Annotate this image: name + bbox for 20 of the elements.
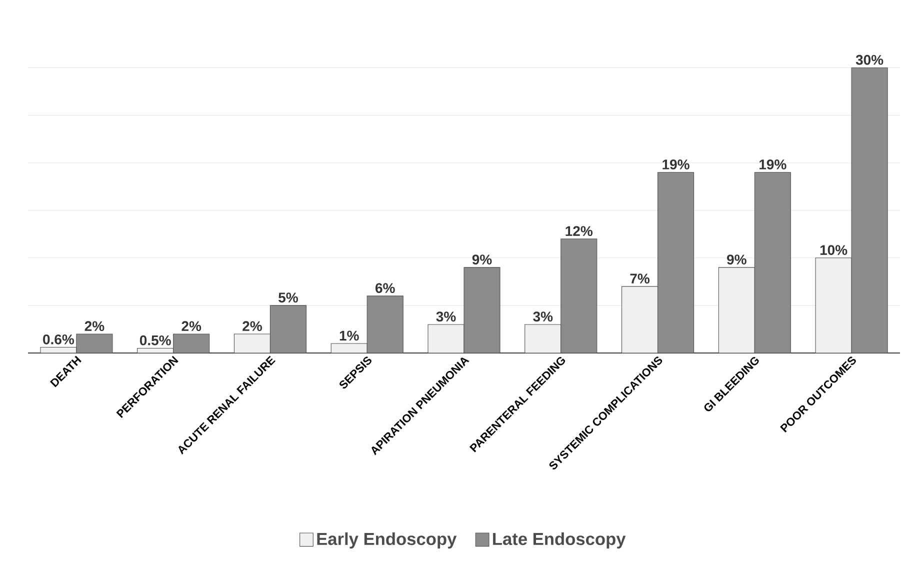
data-label: 3% — [436, 312, 456, 322]
data-label: 12% — [566, 226, 593, 236]
data-label: 9% — [727, 254, 746, 264]
data-label: 2% — [182, 321, 202, 332]
legend-label: Early Endoscopy — [317, 532, 457, 549]
data-label: 9% — [472, 254, 492, 264]
data-label: 1% — [340, 330, 359, 341]
data-label: 2% — [84, 321, 104, 332]
data-label: 3% — [533, 312, 553, 322]
data-label: 6% — [375, 283, 395, 294]
data-label: 0.6% — [43, 334, 74, 344]
data-label: 7% — [630, 274, 650, 284]
data-label: 0.5% — [140, 335, 171, 346]
data-label: 30% — [856, 54, 884, 65]
data-label: 19% — [760, 160, 786, 170]
data-label: 5% — [278, 292, 298, 303]
data-label: 2% — [242, 321, 262, 332]
legend-label: Late Endoscopy — [493, 532, 626, 549]
data-label: 10% — [820, 245, 848, 255]
data-label: 19% — [662, 160, 690, 170]
